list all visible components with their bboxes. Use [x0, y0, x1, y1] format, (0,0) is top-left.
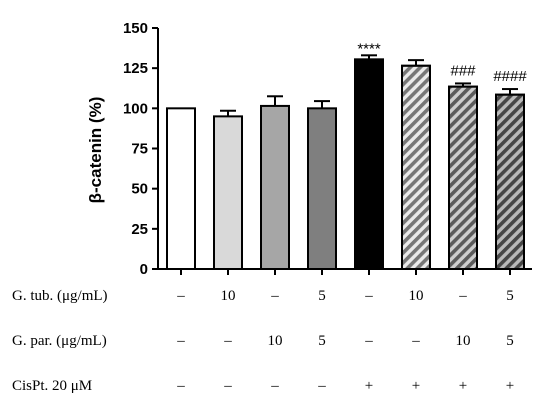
bar-tint	[401, 64, 431, 270]
condition-cell: +	[412, 378, 420, 394]
condition-cell: –	[176, 333, 185, 349]
y-tick-label: 75	[131, 141, 148, 158]
bar	[213, 115, 243, 270]
significance-label: ####	[493, 68, 527, 85]
y-tick-label: 100	[123, 100, 148, 117]
condition-cell: +	[459, 378, 467, 394]
condition-cell: 5	[318, 288, 326, 304]
condition-cell: –	[223, 333, 232, 349]
condition-cell: –	[458, 288, 467, 304]
condition-row-label: G. par. (μg/mL)	[12, 333, 107, 349]
bar	[260, 104, 290, 270]
condition-cell: –	[411, 333, 420, 349]
bar	[354, 58, 384, 270]
condition-cell: 10	[268, 333, 283, 349]
condition-cell: –	[270, 378, 279, 394]
significance-label: ****	[357, 40, 381, 57]
y-tick-label: 0	[140, 261, 148, 278]
condition-cell: –	[176, 378, 185, 394]
significance-label: ###	[450, 62, 476, 79]
condition-cell: 10	[221, 288, 236, 304]
condition-cell: –	[317, 378, 326, 394]
condition-cell: 5	[506, 288, 514, 304]
y-tick-label: 150	[123, 20, 148, 37]
condition-cell: –	[364, 333, 373, 349]
y-tick-label: 25	[131, 221, 148, 238]
condition-cell: –	[176, 288, 185, 304]
bar-tint	[448, 85, 478, 271]
condition-cell: 5	[506, 333, 514, 349]
bar	[166, 107, 196, 271]
condition-cell: –	[270, 288, 279, 304]
condition-table: G. tub. (μg/mL) – 10 – 5 – 10 – 5 G. par. (μg/mL)…	[12, 288, 514, 394]
condition-cell: 5	[318, 333, 326, 349]
condition-cell: 10	[456, 333, 471, 349]
bar	[307, 107, 337, 271]
condition-cell: –	[364, 288, 373, 304]
y-tick-label: 50	[131, 181, 148, 198]
condition-cell: +	[365, 378, 373, 394]
condition-cell: –	[223, 378, 232, 394]
condition-row-label: G. tub. (μg/mL)	[12, 288, 108, 304]
condition-cell: +	[506, 378, 514, 394]
y-tick-label: 125	[123, 60, 148, 77]
y-axis-title: β-catenin (%)	[86, 97, 105, 204]
condition-cell: 10	[409, 288, 424, 304]
bar-tint	[495, 93, 525, 270]
condition-row-label: CisPt. 20 μM	[12, 378, 92, 394]
